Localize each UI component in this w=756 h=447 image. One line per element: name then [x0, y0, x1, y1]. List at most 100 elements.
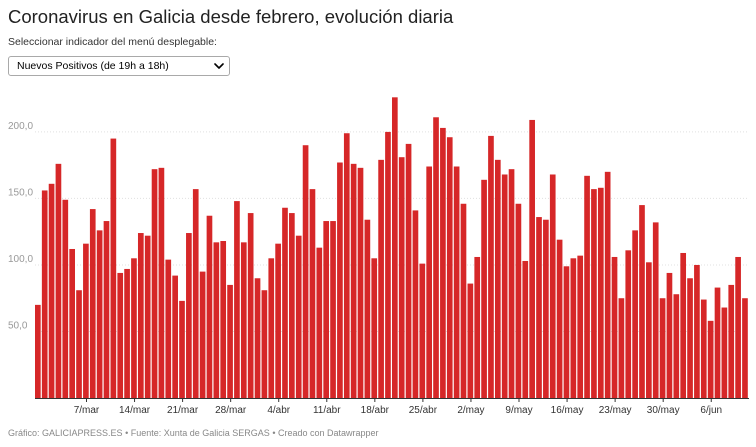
- bar: [124, 268, 130, 398]
- x-tick-label: 7/mar: [74, 405, 100, 416]
- indicator-dropdown[interactable]: Nuevos Positivos (de 19h a 18h): [8, 56, 230, 76]
- bar: [625, 250, 632, 398]
- footer-source: Fuente: Xunta de Galicia SERGAS: [130, 428, 270, 438]
- bar: [357, 167, 364, 398]
- x-tick-label: 9/may: [505, 405, 532, 416]
- bar: [192, 189, 199, 398]
- bar: [144, 235, 151, 398]
- bar: [289, 213, 295, 398]
- bar: [316, 247, 323, 398]
- chevron-down-icon: [214, 63, 224, 69]
- x-tick-label: 28/mar: [215, 405, 247, 416]
- y-tick-label: 150,0: [8, 187, 33, 198]
- bar: [446, 137, 453, 399]
- bar: [330, 221, 336, 398]
- bar: [268, 258, 275, 398]
- y-tick-label: 50,0: [8, 320, 28, 331]
- bar: [343, 133, 350, 399]
- bar: [247, 213, 254, 398]
- y-tick-label: 200,0: [8, 121, 33, 132]
- x-tick-label: 23/may: [599, 405, 632, 416]
- bar: [556, 239, 563, 398]
- footer-credit: Creado con Datawrapper: [277, 428, 379, 438]
- bar: [584, 175, 590, 398]
- bar: [646, 262, 652, 398]
- bar: [474, 256, 481, 398]
- bar: [261, 290, 268, 398]
- bar: [186, 233, 192, 398]
- footer-separator: •: [125, 428, 131, 438]
- y-tick-label: 100,0: [8, 254, 33, 265]
- chart-footer: Gráfico: GALICIAPRESS.ES • Fuente: Xunta…: [8, 428, 379, 438]
- bar: [151, 169, 158, 398]
- x-tick-label: 30/may: [647, 405, 680, 416]
- bar: [48, 183, 55, 398]
- bar: [453, 166, 460, 398]
- bar: [412, 210, 419, 398]
- bar: [515, 203, 522, 398]
- bar: [707, 320, 714, 398]
- bar: [426, 166, 432, 398]
- bar: [227, 284, 233, 398]
- bar: [275, 243, 281, 398]
- bar: [522, 260, 529, 398]
- bar: [433, 117, 439, 398]
- bar: [700, 299, 707, 398]
- bar: [295, 235, 302, 398]
- chart-title: Coronavirus en Galicia desde febrero, ev…: [8, 6, 454, 27]
- x-tick-label: 2/may: [457, 405, 484, 416]
- bar: [714, 287, 721, 398]
- bar: [172, 275, 178, 398]
- bar: [467, 283, 474, 398]
- bar: [165, 259, 172, 398]
- bar: [460, 203, 467, 398]
- bar: [41, 190, 48, 398]
- bar: [55, 163, 62, 398]
- bar: [570, 258, 577, 398]
- bar: [337, 162, 343, 398]
- bar: [199, 271, 206, 398]
- bar: [213, 242, 220, 398]
- bar: [392, 97, 398, 398]
- bar: [240, 242, 247, 398]
- bar: [179, 300, 185, 398]
- bar: [488, 135, 494, 398]
- bar: [735, 256, 741, 398]
- bar: [639, 205, 645, 398]
- bar: [652, 222, 659, 398]
- bar: [673, 294, 680, 398]
- bar: [604, 171, 611, 398]
- bar: [371, 258, 378, 398]
- bar: [76, 290, 82, 398]
- bar: [543, 219, 549, 398]
- bar: [398, 157, 405, 398]
- bar: [35, 304, 41, 398]
- bar: [309, 189, 316, 398]
- bar: [405, 143, 412, 398]
- x-tick-label: 11/abr: [313, 405, 341, 416]
- bar: [501, 174, 508, 398]
- bar: [234, 201, 240, 398]
- x-tick-label: 14/mar: [119, 405, 151, 416]
- x-tick-label: 18/abr: [361, 405, 390, 416]
- bar: [206, 215, 213, 398]
- x-tick-label: 25/abr: [409, 405, 438, 416]
- bar: [666, 272, 673, 398]
- bar: [481, 179, 487, 398]
- bar: [83, 243, 89, 398]
- bar: [282, 207, 288, 398]
- bar: [618, 298, 625, 398]
- bar: [117, 272, 124, 398]
- bar: [721, 307, 728, 398]
- bar: [137, 233, 144, 398]
- footer-separator: •: [272, 428, 278, 438]
- bar: [158, 167, 165, 398]
- bar: [103, 221, 110, 398]
- bar: [89, 209, 96, 398]
- bar: [364, 219, 371, 398]
- bar: [632, 230, 638, 398]
- bar: [254, 278, 261, 398]
- bar: [131, 258, 137, 398]
- bar: [440, 127, 446, 399]
- bar: [62, 199, 69, 398]
